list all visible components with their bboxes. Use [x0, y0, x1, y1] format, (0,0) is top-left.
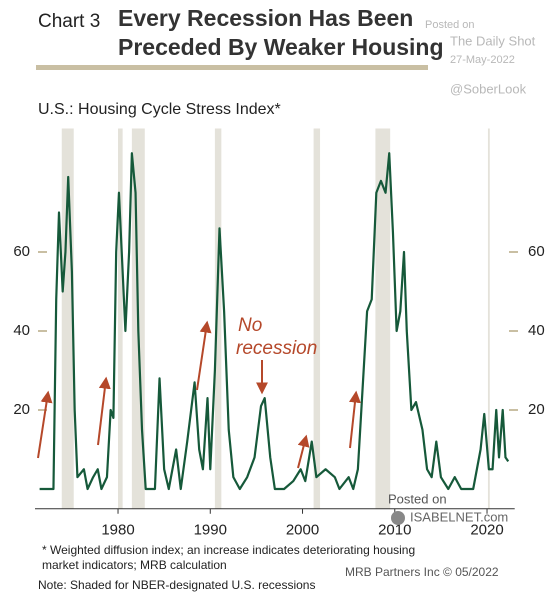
x-tick-label: 1990: [194, 522, 227, 539]
watermark: ISABELNET.com: [410, 509, 508, 524]
arrow: [348, 390, 361, 449]
y-tick-label: 60: [13, 243, 30, 260]
watermark: Posted on: [388, 491, 447, 506]
recession-band: [61, 128, 74, 509]
recession-band: [375, 128, 391, 509]
recession-band: [487, 128, 490, 509]
y-tick-label: 60: [528, 243, 545, 260]
arrow: [196, 320, 212, 391]
watermark: @SoberLook: [450, 81, 527, 96]
arrow: [97, 376, 111, 446]
chart-title: Preceded By Weaker Housing: [118, 34, 444, 60]
y-tick-label: 40: [13, 322, 30, 339]
recession-band: [313, 128, 321, 509]
note: market indicators; MRB calculation: [42, 558, 227, 572]
arrow: [297, 434, 310, 469]
x-tick-label: 2010: [378, 522, 411, 539]
x-tick-label: 2020: [470, 522, 503, 539]
watermark: Posted on: [425, 19, 475, 31]
source: MRB Partners Inc © 05/2022: [345, 565, 499, 579]
watermark: 27-May-2022: [450, 54, 515, 66]
watermark-icon: [391, 511, 405, 525]
x-tick-label: 1980: [101, 522, 134, 539]
title-rule: [36, 65, 428, 70]
arrow: [37, 390, 53, 459]
recession-band: [214, 128, 222, 509]
watermark: The Daily Shot: [450, 33, 536, 48]
y-tick-label: 20: [528, 401, 545, 418]
x-tick-label: 2000: [286, 522, 319, 539]
annotation: No: [238, 315, 262, 336]
subtitle: U.S.: Housing Cycle Stress Index*: [38, 101, 281, 118]
note: * Weighted diffusion index; an increase …: [42, 543, 415, 557]
annotation: recession: [236, 338, 317, 359]
data-line: [39, 152, 510, 491]
y-tick-label: 40: [528, 322, 545, 339]
chart-title: Every Recession Has Been: [118, 5, 413, 31]
y-tick-label: 20: [13, 401, 30, 418]
annotation-arrows: [37, 320, 361, 469]
note: Note: Shaded for NBER-designated U.S. re…: [38, 578, 315, 592]
chart-label: Chart 3: [38, 11, 100, 32]
recession-band: [118, 128, 123, 509]
